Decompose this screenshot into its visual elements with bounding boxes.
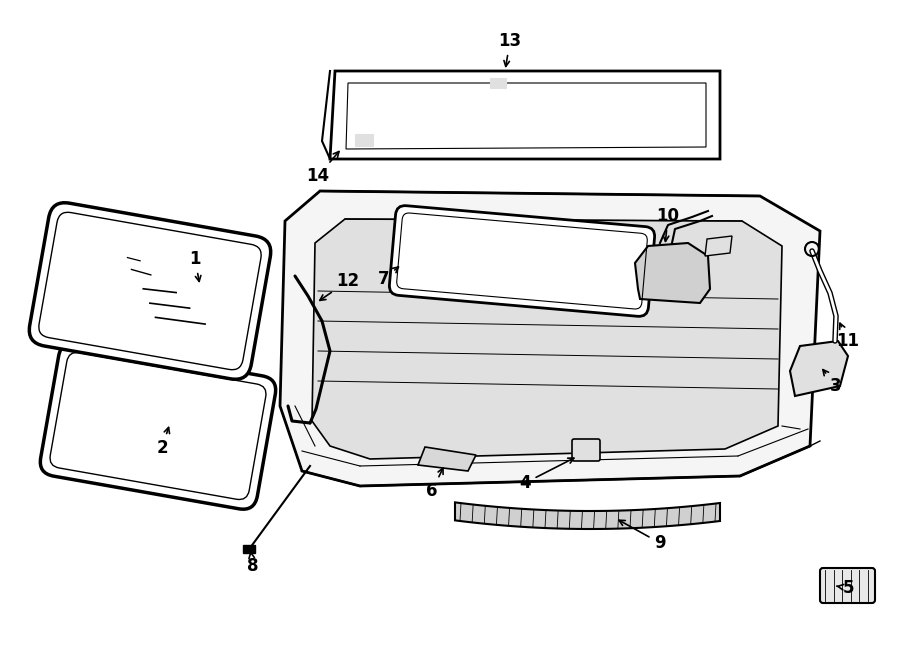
Bar (355, 134, 373, 146)
FancyBboxPatch shape (820, 568, 875, 603)
FancyBboxPatch shape (390, 206, 654, 317)
FancyBboxPatch shape (572, 439, 600, 461)
Text: 1: 1 (189, 250, 201, 282)
Text: 4: 4 (519, 458, 574, 492)
Text: 11: 11 (836, 323, 860, 350)
Text: 14: 14 (306, 151, 339, 185)
Bar (243, 545, 255, 553)
FancyBboxPatch shape (40, 343, 275, 509)
Polygon shape (330, 71, 720, 159)
Text: 10: 10 (656, 207, 680, 241)
Polygon shape (280, 191, 820, 486)
Text: 8: 8 (248, 551, 259, 575)
Polygon shape (790, 341, 848, 396)
FancyBboxPatch shape (30, 203, 271, 379)
Text: 13: 13 (499, 32, 522, 66)
Polygon shape (705, 236, 732, 256)
Polygon shape (418, 447, 476, 471)
Text: 7: 7 (378, 267, 399, 288)
Text: 9: 9 (619, 520, 666, 552)
Bar (490, 78, 506, 88)
Polygon shape (312, 219, 782, 459)
Text: 12: 12 (320, 272, 360, 300)
Text: 6: 6 (427, 468, 443, 500)
Text: 3: 3 (823, 369, 842, 395)
Text: 2: 2 (157, 428, 169, 457)
Polygon shape (635, 243, 710, 303)
Polygon shape (455, 502, 720, 529)
Text: 5: 5 (837, 579, 854, 597)
